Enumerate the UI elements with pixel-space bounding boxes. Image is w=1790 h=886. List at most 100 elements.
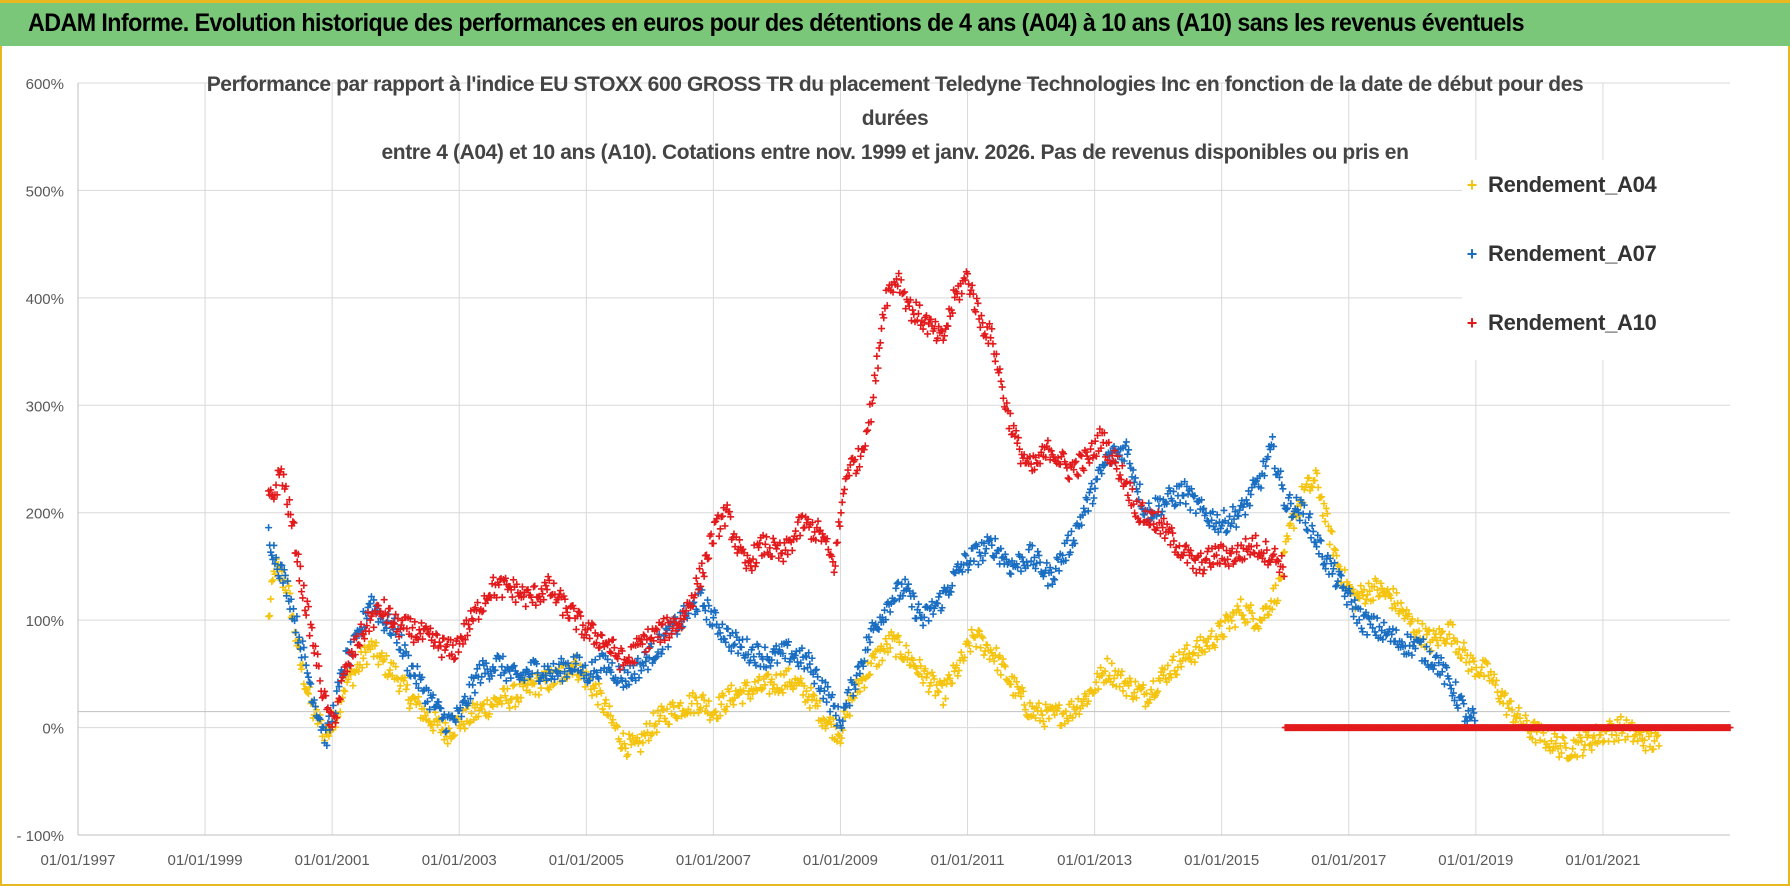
point-rendement-a04 — [1175, 648, 1183, 656]
point-rendement-a07 — [561, 668, 569, 676]
point-rendement-a10 — [869, 393, 877, 401]
point-rendement-a10 — [384, 611, 392, 619]
point-rendement-a07 — [1168, 497, 1176, 505]
point-rendement-a07 — [730, 642, 738, 650]
point-rendement-a04 — [429, 727, 437, 735]
point-rendement-a04 — [607, 712, 615, 720]
point-rendement-a04 — [1079, 702, 1087, 710]
point-rendement-a07 — [1156, 495, 1164, 503]
point-rendement-a04 — [1147, 686, 1155, 694]
point-rendement-a07 — [718, 620, 726, 628]
point-rendement-a10 — [351, 651, 359, 659]
point-rendement-a04 — [427, 722, 435, 730]
point-rendement-a07 — [1083, 496, 1091, 504]
point-rendement-a10 — [697, 582, 705, 590]
point-rendement-a10 — [839, 490, 847, 498]
point-rendement-a07 — [1033, 559, 1041, 567]
point-rendement-a07 — [413, 662, 421, 670]
point-rendement-a07 — [693, 607, 701, 615]
point-rendement-a07 — [741, 654, 749, 662]
point-rendement-a04 — [535, 691, 543, 699]
point-rendement-a07 — [808, 654, 816, 662]
point-rendement-a10 — [561, 595, 569, 603]
point-rendement-a07 — [902, 586, 910, 594]
point-rendement-a04 — [918, 673, 926, 681]
point-rendement-a10 — [1112, 459, 1120, 467]
point-rendement-a04 — [934, 687, 942, 695]
point-rendement-a04 — [1445, 630, 1453, 638]
point-rendement-a07 — [988, 541, 996, 549]
point-rendement-a07 — [938, 604, 946, 612]
point-rendement-a07 — [1247, 491, 1255, 499]
point-rendement-a07 — [841, 703, 849, 711]
point-rendement-a04 — [731, 694, 739, 702]
point-rendement-a10 — [1010, 422, 1018, 430]
point-rendement-a04 — [380, 656, 388, 664]
point-rendement-a04 — [1389, 585, 1397, 593]
point-rendement-a10 — [406, 615, 414, 623]
point-rendement-a07 — [1181, 478, 1189, 486]
point-rendement-a10 — [901, 288, 909, 296]
point-rendement-a07 — [1303, 526, 1311, 534]
point-rendement-a07 — [311, 703, 319, 711]
point-rendement-a10 — [939, 336, 947, 344]
point-rendement-a04 — [1041, 722, 1049, 730]
point-rendement-a07 — [1270, 442, 1278, 450]
point-rendement-a10 — [1230, 557, 1238, 565]
point-rendement-a10 — [1144, 516, 1152, 524]
point-rendement-a04 — [1019, 687, 1027, 695]
point-rendement-a10 — [409, 624, 417, 632]
point-rendement-a07 — [396, 646, 404, 654]
point-rendement-a04 — [529, 679, 537, 687]
point-rendement-a04 — [1439, 627, 1447, 635]
point-rendement-a10 — [830, 568, 838, 576]
point-rendement-a07 — [798, 644, 806, 652]
point-rendement-a04 — [1562, 744, 1570, 752]
point-rendement-a07 — [979, 557, 987, 565]
point-rendement-a04 — [1403, 606, 1411, 614]
point-rendement-a04 — [1013, 678, 1020, 686]
point-rendement-a10 — [829, 558, 837, 566]
point-rendement-a07 — [437, 704, 445, 712]
point-rendement-a04 — [990, 657, 998, 665]
point-rendement-a07 — [776, 646, 784, 654]
point-rendement-a10 — [311, 642, 319, 650]
point-rendement-a10 — [1262, 538, 1270, 546]
point-rendement-a10 — [853, 466, 861, 474]
point-rendement-a07 — [536, 677, 544, 685]
point-rendement-a07 — [499, 652, 507, 660]
point-rendement-a07 — [299, 637, 307, 645]
point-rendement-a10 — [755, 543, 763, 551]
point-rendement-a07 — [272, 554, 280, 562]
point-rendement-a04 — [1423, 631, 1431, 639]
point-rendement-a10 — [1020, 451, 1028, 459]
point-rendement-a07 — [572, 660, 580, 668]
point-rendement-a04 — [1227, 613, 1235, 621]
point-rendement-a10 — [438, 653, 446, 661]
point-rendement-a10 — [465, 620, 473, 628]
point-rendement-a04 — [1265, 611, 1273, 619]
point-rendement-a04 — [461, 725, 469, 733]
point-rendement-a07 — [1089, 500, 1097, 508]
point-rendement-a04 — [702, 702, 710, 710]
point-rendement-a10 — [877, 325, 885, 333]
point-rendement-a04 — [1168, 656, 1176, 664]
point-rendement-a10 — [841, 485, 849, 493]
point-rendement-a07 — [704, 596, 712, 604]
point-rendement-a07 — [1260, 472, 1268, 480]
point-rendement-a04 — [957, 648, 965, 656]
point-rendement-a07 — [1443, 664, 1451, 672]
point-rendement-a04 — [1201, 648, 1209, 656]
point-rendement-a07 — [1287, 500, 1295, 508]
point-rendement-a07 — [1125, 446, 1133, 454]
point-rendement-a07 — [1093, 475, 1101, 483]
point-rendement-a07 — [1007, 570, 1015, 578]
point-rendement-a07 — [981, 549, 989, 557]
point-rendement-a10 — [759, 531, 767, 539]
point-rendement-a04 — [594, 701, 602, 709]
point-rendement-a07 — [845, 686, 853, 694]
point-rendement-a07 — [1198, 496, 1206, 504]
point-rendement-a10 — [867, 418, 875, 426]
point-rendement-a10 — [1082, 448, 1090, 456]
point-rendement-a07 — [802, 653, 810, 661]
